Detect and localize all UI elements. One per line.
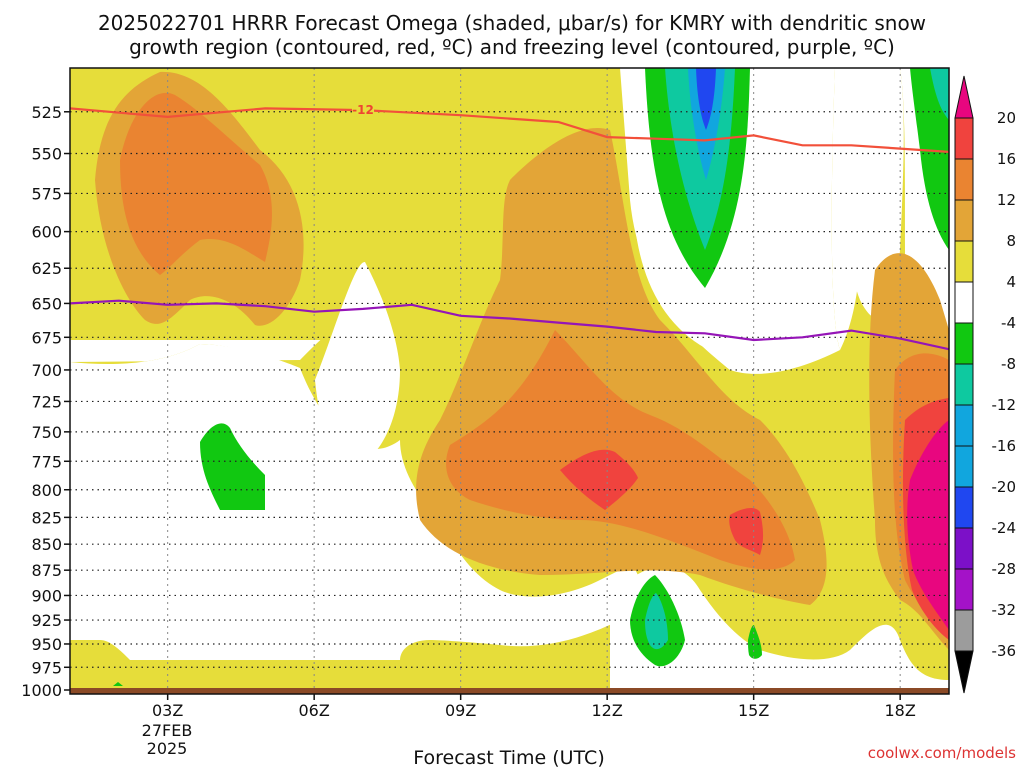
colorbar-bottom-arrow — [954, 650, 974, 694]
colorbar-level-label: -12 — [992, 396, 1017, 414]
x-tick-label: 06Z — [299, 701, 330, 720]
ground-surface-bar — [70, 688, 949, 694]
y-tick-label: 1000 — [21, 681, 62, 700]
colorbar-level-label: -20 — [992, 478, 1017, 496]
omega-shading — [70, 68, 949, 694]
y-tick-label: 600 — [31, 223, 62, 242]
y-tick-label: 950 — [31, 635, 62, 654]
y-tick-label: 975 — [31, 658, 62, 677]
x-tick-label: 09Z — [445, 701, 476, 720]
colorbar-box — [954, 281, 974, 324]
y-tick-label: 800 — [31, 481, 62, 500]
colorbar-level-label: -4 — [1001, 314, 1016, 332]
colorbar: 20 16 12 8 4 -4 -8 -12 -16 -20 -24 -28 -32 -36 — [954, 75, 1017, 694]
credit-label: coolwx.com/models — [868, 744, 1016, 762]
colorbar-level-label: -8 — [1001, 355, 1016, 373]
chart-title-line-2: growth region (contoured, red, ºC) and f… — [129, 35, 895, 59]
y-tick-label: 775 — [31, 452, 62, 471]
colorbar-box — [954, 445, 974, 488]
x-tick-label: 03Z — [152, 701, 183, 720]
contour-lines: -12 — [70, 102, 949, 351]
omega-region-minus8-lower — [645, 593, 668, 650]
x-axis-title: Forecast Time (UTC) — [413, 747, 604, 768]
y-tick-label: 625 — [31, 259, 62, 278]
omega-region-plus16-center — [560, 449, 638, 510]
omega-region-minus4-left — [200, 423, 265, 510]
colorbar-box — [954, 486, 974, 529]
y-tick-label: 750 — [31, 423, 62, 442]
colorbar-box — [954, 404, 974, 447]
colorbar-level-label: 20 — [997, 109, 1016, 127]
colorbar-box — [954, 568, 974, 611]
plot-area: -12 — [70, 68, 949, 694]
y-axis: 525 550 575 600 625 650 675 700 725 750 775 800 825 8… — [21, 103, 70, 700]
x-tick-label: 12Z — [592, 701, 623, 720]
colorbar-level-label: 8 — [1006, 232, 1016, 250]
colorbar-top-arrow — [954, 75, 974, 119]
colorbar-box — [954, 199, 974, 242]
y-tick-label: 550 — [31, 145, 62, 164]
colorbar-box — [954, 527, 974, 570]
colorbar-box — [954, 117, 974, 160]
colorbar-level-label: -24 — [992, 519, 1017, 537]
x-tick-label: 18Z — [885, 701, 916, 720]
date-label-day: 27FEB — [142, 721, 193, 740]
colorbar-level-label: -16 — [992, 437, 1017, 455]
omega-region-plus16-lower — [729, 508, 764, 555]
contour-label-background — [352, 102, 374, 117]
omega-region-plus12-center — [446, 330, 795, 570]
date-label-year: 2025 — [147, 739, 188, 758]
colorbar-level-label: -28 — [992, 560, 1017, 578]
colorbar-level-label: -32 — [992, 601, 1017, 619]
colorbar-box — [954, 322, 974, 365]
x-tick-label: 15Z — [738, 701, 769, 720]
colorbar-box — [954, 363, 974, 406]
y-tick-label: 900 — [31, 586, 62, 605]
omega-region-plus20-right — [907, 420, 949, 630]
omega-region-minus8-right — [930, 68, 949, 120]
y-tick-label: 825 — [31, 508, 62, 527]
y-tick-label: 875 — [31, 561, 62, 580]
y-tick-label: 850 — [31, 535, 62, 554]
y-tick-label: 675 — [31, 328, 62, 347]
x-axis: 03Z 06Z 09Z 12Z 15Z 18Z — [152, 694, 916, 720]
colorbar-box — [954, 609, 974, 652]
dgs-contour-line — [70, 107, 949, 153]
omega-region-minus20-upper — [696, 68, 716, 130]
colorbar-level-label: 12 — [997, 191, 1016, 209]
colorbar-level-label: 16 — [997, 150, 1016, 168]
omega-region-minus4-right — [910, 68, 949, 250]
omega-region-minus4-tiny — [113, 682, 123, 686]
y-tick-label: 925 — [31, 611, 62, 630]
omega-region-plus12-upper-left — [120, 92, 272, 275]
omega-region-neutral-bottom — [610, 566, 949, 694]
y-tick-label: 700 — [31, 361, 62, 380]
colorbar-level-label: -36 — [992, 642, 1017, 660]
freezing-level-line — [70, 299, 949, 351]
contour-label-minus12: -12 — [352, 103, 374, 117]
omega-region-neutral-center — [315, 261, 400, 470]
omega-region-minus4-small — [748, 625, 762, 659]
y-tick-label: 575 — [31, 184, 62, 203]
y-tick-label: 725 — [31, 392, 62, 411]
chart-title-line-1: 2025022701 HRRR Forecast Omega (shaded, … — [98, 11, 926, 35]
y-tick-label: 525 — [31, 103, 62, 122]
plot-frame — [69, 67, 950, 695]
colorbar-box — [954, 240, 974, 283]
colorbar-level-label: 4 — [1006, 273, 1016, 291]
omega-region-neutral-lower-left — [70, 344, 640, 660]
colorbar-box — [954, 158, 974, 201]
omega-region-neutral-right — [831, 68, 860, 350]
y-tick-label: 650 — [31, 294, 62, 313]
